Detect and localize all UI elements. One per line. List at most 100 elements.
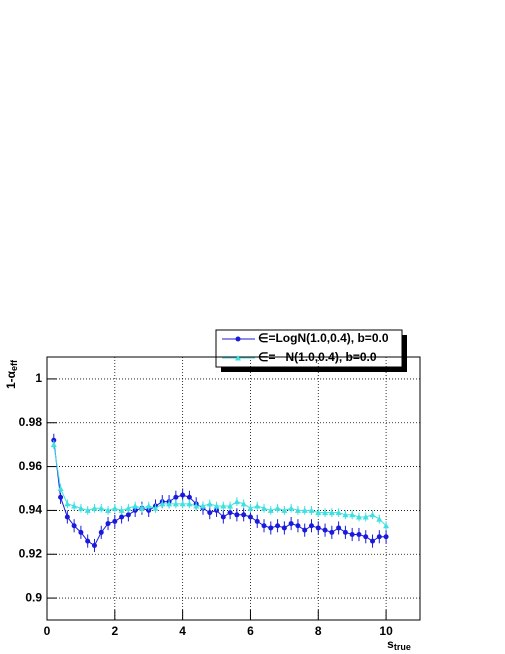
marker [213, 503, 220, 509]
marker [118, 507, 125, 513]
marker [241, 512, 247, 518]
marker [105, 507, 112, 513]
marker [261, 505, 268, 511]
legend-marker [235, 336, 241, 342]
x-tick-label: 10 [379, 624, 393, 638]
marker [233, 498, 240, 505]
marker [220, 503, 227, 509]
marker [355, 513, 362, 520]
marker [308, 507, 315, 513]
marker [349, 532, 355, 538]
marker [362, 513, 369, 520]
marker [119, 514, 125, 520]
marker [227, 503, 234, 509]
marker [274, 505, 281, 511]
x-tick-label: 0 [44, 624, 51, 638]
marker [132, 503, 139, 509]
marker [71, 503, 78, 509]
marker [159, 500, 166, 507]
marker [186, 494, 192, 500]
y-tick-label: 0.94 [19, 503, 43, 517]
marker [308, 523, 314, 529]
marker [111, 505, 118, 511]
marker [220, 514, 226, 520]
marker [193, 503, 200, 509]
legend-box [215, 329, 403, 368]
marker [145, 503, 152, 509]
marker [254, 503, 261, 509]
y-tick-label: 0.98 [19, 415, 43, 429]
marker [267, 507, 274, 513]
marker [247, 514, 253, 520]
marker [77, 505, 84, 511]
marker [328, 509, 335, 516]
marker [125, 505, 132, 511]
y-axis-label: 1-αeff [4, 359, 19, 389]
marker [383, 522, 390, 529]
marker [335, 509, 342, 516]
marker [186, 500, 193, 507]
marker [315, 509, 322, 516]
marker [247, 505, 254, 511]
marker [227, 510, 233, 516]
marker [152, 505, 159, 511]
marker [301, 507, 308, 513]
marker [336, 525, 342, 531]
marker [172, 500, 179, 507]
marker [275, 523, 281, 529]
marker [342, 511, 349, 518]
marker [58, 494, 64, 500]
marker [91, 542, 97, 548]
y-tick-label: 0.9 [25, 590, 42, 604]
marker [64, 500, 71, 507]
marker [138, 505, 145, 511]
x-tick-label: 8 [315, 624, 322, 638]
marker [369, 511, 376, 518]
marker [383, 534, 389, 540]
marker [349, 511, 356, 518]
marker [356, 532, 362, 538]
marker [112, 518, 118, 524]
marker [370, 538, 376, 544]
marker [85, 538, 91, 544]
x-tick-label: 2 [111, 624, 118, 638]
marker [322, 527, 328, 533]
marker [376, 516, 383, 522]
marker [207, 510, 213, 516]
marker [78, 529, 84, 535]
marker [376, 534, 382, 540]
marker [295, 523, 301, 529]
series-line [53, 440, 387, 547]
marker [281, 507, 288, 513]
legend-label: ∈=LogN(1.0,0.4), b=0.0 [258, 331, 389, 345]
y-tick-label: 0.96 [19, 459, 43, 473]
marker [294, 507, 301, 513]
marker [322, 509, 329, 516]
marker [84, 507, 91, 513]
marker [166, 500, 173, 507]
marker [240, 500, 247, 507]
y-tick-label: 1 [35, 371, 42, 385]
marker [105, 521, 111, 527]
marker [91, 505, 98, 511]
marker [179, 500, 186, 507]
marker [57, 485, 64, 491]
marker [234, 512, 240, 518]
marker [268, 525, 274, 531]
marker [98, 505, 105, 511]
plot-frame [46, 356, 421, 621]
x-axis-label: strue [387, 637, 411, 652]
marker [98, 529, 104, 535]
marker [281, 525, 287, 531]
marker [261, 523, 267, 529]
marker [288, 505, 295, 511]
marker [288, 521, 294, 527]
y-tick-label: 0.92 [19, 546, 43, 560]
marker [254, 518, 260, 524]
marker [180, 492, 186, 498]
marker [50, 441, 57, 448]
marker [199, 503, 206, 509]
marker [173, 494, 179, 500]
marker [329, 529, 335, 535]
marker [71, 523, 77, 529]
